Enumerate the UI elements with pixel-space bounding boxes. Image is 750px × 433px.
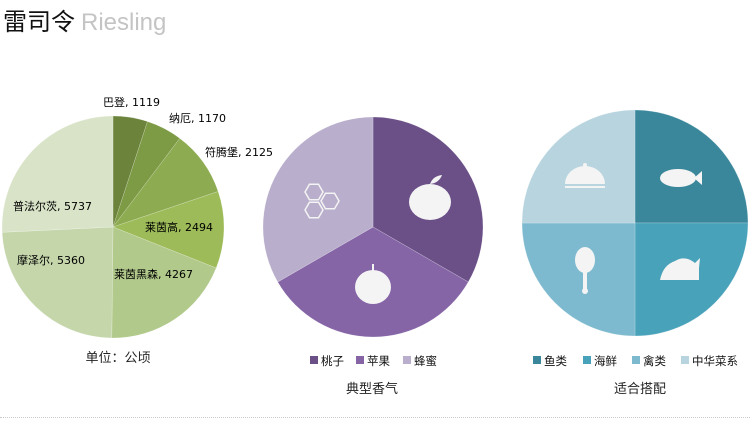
peach-icon [409,175,451,220]
legend-swatch [403,356,411,364]
aroma-caption: 典型香气 [346,381,398,397]
legend-swatch [310,356,318,364]
slice-label: 莱茵黑森, 4267 [114,267,193,281]
divider [0,417,750,418]
pie-slice-0 [112,115,148,228]
area-caption: 单位：公顷 [85,351,150,366]
pie-slice-6 [1,115,114,233]
pie-slice-2 [521,222,636,337]
pie-slice-3 [521,109,636,224]
cloche-icon [565,163,605,188]
slice-label: 普法尔茨, 5737 [13,199,92,213]
legend-swatch [533,356,541,364]
slice-label: 纳厄, 1170 [169,112,226,125]
roast-chicken-icon [660,258,700,280]
legend-label: 桃子 [321,354,344,368]
legend-swatch [356,356,364,364]
legend-label: 禽类 [643,354,666,368]
legend-swatch [681,356,689,364]
slice-label: 符腾堡, 2125 [205,145,273,159]
legend-swatch [583,356,591,364]
legend-label: 中华菜系 [692,354,738,368]
pairing-pie [521,109,749,337]
pairing-caption: 适合搭配 [614,381,666,397]
pie-slice-4 [111,226,217,339]
slice-label: 莱茵高, 2494 [145,220,213,234]
slice-label: 摩泽尔, 5360 [17,253,85,267]
honeycomb-icon [304,183,340,219]
pie-slice-3 [112,191,225,269]
fish-icon [660,169,702,187]
page-title: 雷司令 Riesling [3,2,166,37]
legend-label: 鱼类 [544,354,567,368]
area-pie [1,115,225,339]
legend-swatch [632,356,640,364]
legend-label: 蜂蜜 [414,354,437,368]
apple-icon [355,264,391,304]
title-cn: 雷司令 [3,8,75,36]
pie-slice-1 [112,121,181,228]
slice-label: 巴登, 1119 [103,95,160,109]
legend-label: 海鲜 [594,354,617,368]
legend-label: 苹果 [367,354,390,368]
pie-slice-5 [1,226,114,339]
drumstick-icon [575,247,595,294]
title-en: Riesling [81,9,167,36]
pie-slice-2 [112,137,219,228]
pie-slice-0 [634,109,749,224]
